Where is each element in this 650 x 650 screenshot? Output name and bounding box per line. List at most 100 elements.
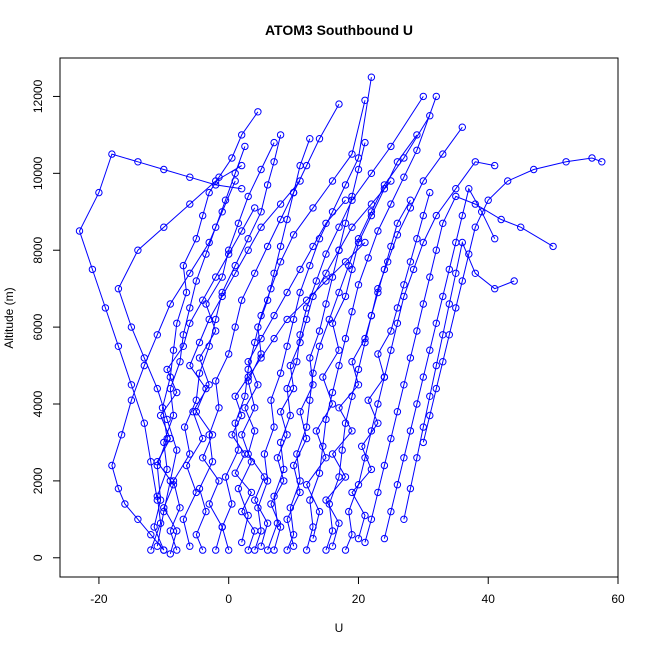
data-point xyxy=(169,481,178,489)
data-point xyxy=(445,265,453,274)
series-line xyxy=(270,180,392,551)
data-point xyxy=(380,373,389,381)
data-point xyxy=(484,196,492,204)
data-point xyxy=(374,288,382,297)
x-tick-label: 60 xyxy=(611,592,625,606)
series-line xyxy=(111,180,236,551)
data-point xyxy=(406,196,415,204)
data-point xyxy=(238,296,246,304)
data-point xyxy=(205,500,213,508)
data-point xyxy=(215,404,223,412)
data-point xyxy=(212,181,220,189)
data-point xyxy=(400,454,408,462)
series-13 xyxy=(380,185,499,543)
data-point xyxy=(251,404,259,412)
data-point xyxy=(562,158,570,166)
data-point xyxy=(419,373,427,381)
data-point xyxy=(296,338,304,347)
data-point xyxy=(296,177,304,185)
data-point xyxy=(354,381,363,389)
data-point xyxy=(212,327,220,335)
data-point xyxy=(283,288,291,297)
series-line xyxy=(237,138,311,543)
data-point xyxy=(280,477,288,485)
data-point xyxy=(374,419,382,427)
data-point xyxy=(276,369,285,377)
data-point xyxy=(160,223,168,231)
data-point xyxy=(267,396,275,404)
data-point xyxy=(147,546,155,554)
data-point xyxy=(228,500,236,508)
data-point xyxy=(413,327,421,335)
data-point xyxy=(140,354,149,362)
data-point xyxy=(127,396,136,404)
data-point xyxy=(254,504,262,512)
data-point xyxy=(387,242,395,251)
data-point xyxy=(387,177,395,185)
data-point xyxy=(309,204,317,212)
data-point xyxy=(215,477,223,485)
data-point xyxy=(491,161,499,170)
series-29 xyxy=(186,177,304,554)
data-point xyxy=(199,296,207,304)
data-point xyxy=(192,488,201,497)
data-point xyxy=(419,92,427,101)
data-point xyxy=(234,484,243,493)
data-point xyxy=(419,211,427,220)
data-point xyxy=(150,523,158,531)
data-point xyxy=(335,361,343,370)
data-point xyxy=(517,223,525,231)
series-line xyxy=(422,157,602,443)
data-point xyxy=(400,381,408,389)
data-point xyxy=(254,108,262,116)
data-point xyxy=(452,269,460,277)
series-8 xyxy=(283,112,434,554)
series-28 xyxy=(228,238,369,554)
data-point xyxy=(257,354,265,362)
data-point xyxy=(283,215,291,224)
data-point xyxy=(335,100,343,108)
data-point xyxy=(160,546,168,554)
data-point xyxy=(348,308,356,316)
data-point xyxy=(88,265,97,274)
data-point xyxy=(374,227,382,235)
data-point xyxy=(153,384,162,393)
series-line xyxy=(78,153,242,501)
data-point xyxy=(238,538,246,547)
data-point xyxy=(380,185,389,193)
data-point xyxy=(588,154,596,162)
data-point xyxy=(276,408,285,416)
data-point xyxy=(218,208,226,216)
data-point xyxy=(322,250,330,258)
data-point xyxy=(195,338,204,347)
data-point xyxy=(491,285,499,293)
data-point xyxy=(315,469,324,477)
data-point xyxy=(121,500,129,508)
data-point xyxy=(140,419,149,427)
data-point xyxy=(182,461,191,470)
series-10 xyxy=(322,123,466,554)
data-point xyxy=(328,542,337,550)
data-point xyxy=(169,411,178,420)
data-point xyxy=(244,192,252,201)
data-point xyxy=(393,158,402,166)
series-line xyxy=(153,111,259,551)
data-point xyxy=(228,431,236,439)
data-point xyxy=(257,165,265,174)
data-point xyxy=(387,142,395,151)
data-point xyxy=(244,511,252,520)
data-point xyxy=(426,188,434,197)
data-point xyxy=(218,292,226,301)
data-point xyxy=(439,150,447,158)
data-point xyxy=(426,112,434,120)
y-tick-label: 12000 xyxy=(31,79,45,113)
data-point xyxy=(199,546,207,554)
data-point xyxy=(114,342,123,350)
data-point xyxy=(367,427,376,435)
data-point xyxy=(393,408,402,416)
data-point xyxy=(328,450,337,458)
x-tick-label: 40 xyxy=(482,592,496,606)
series-27 xyxy=(348,188,434,543)
data-point xyxy=(212,177,220,185)
